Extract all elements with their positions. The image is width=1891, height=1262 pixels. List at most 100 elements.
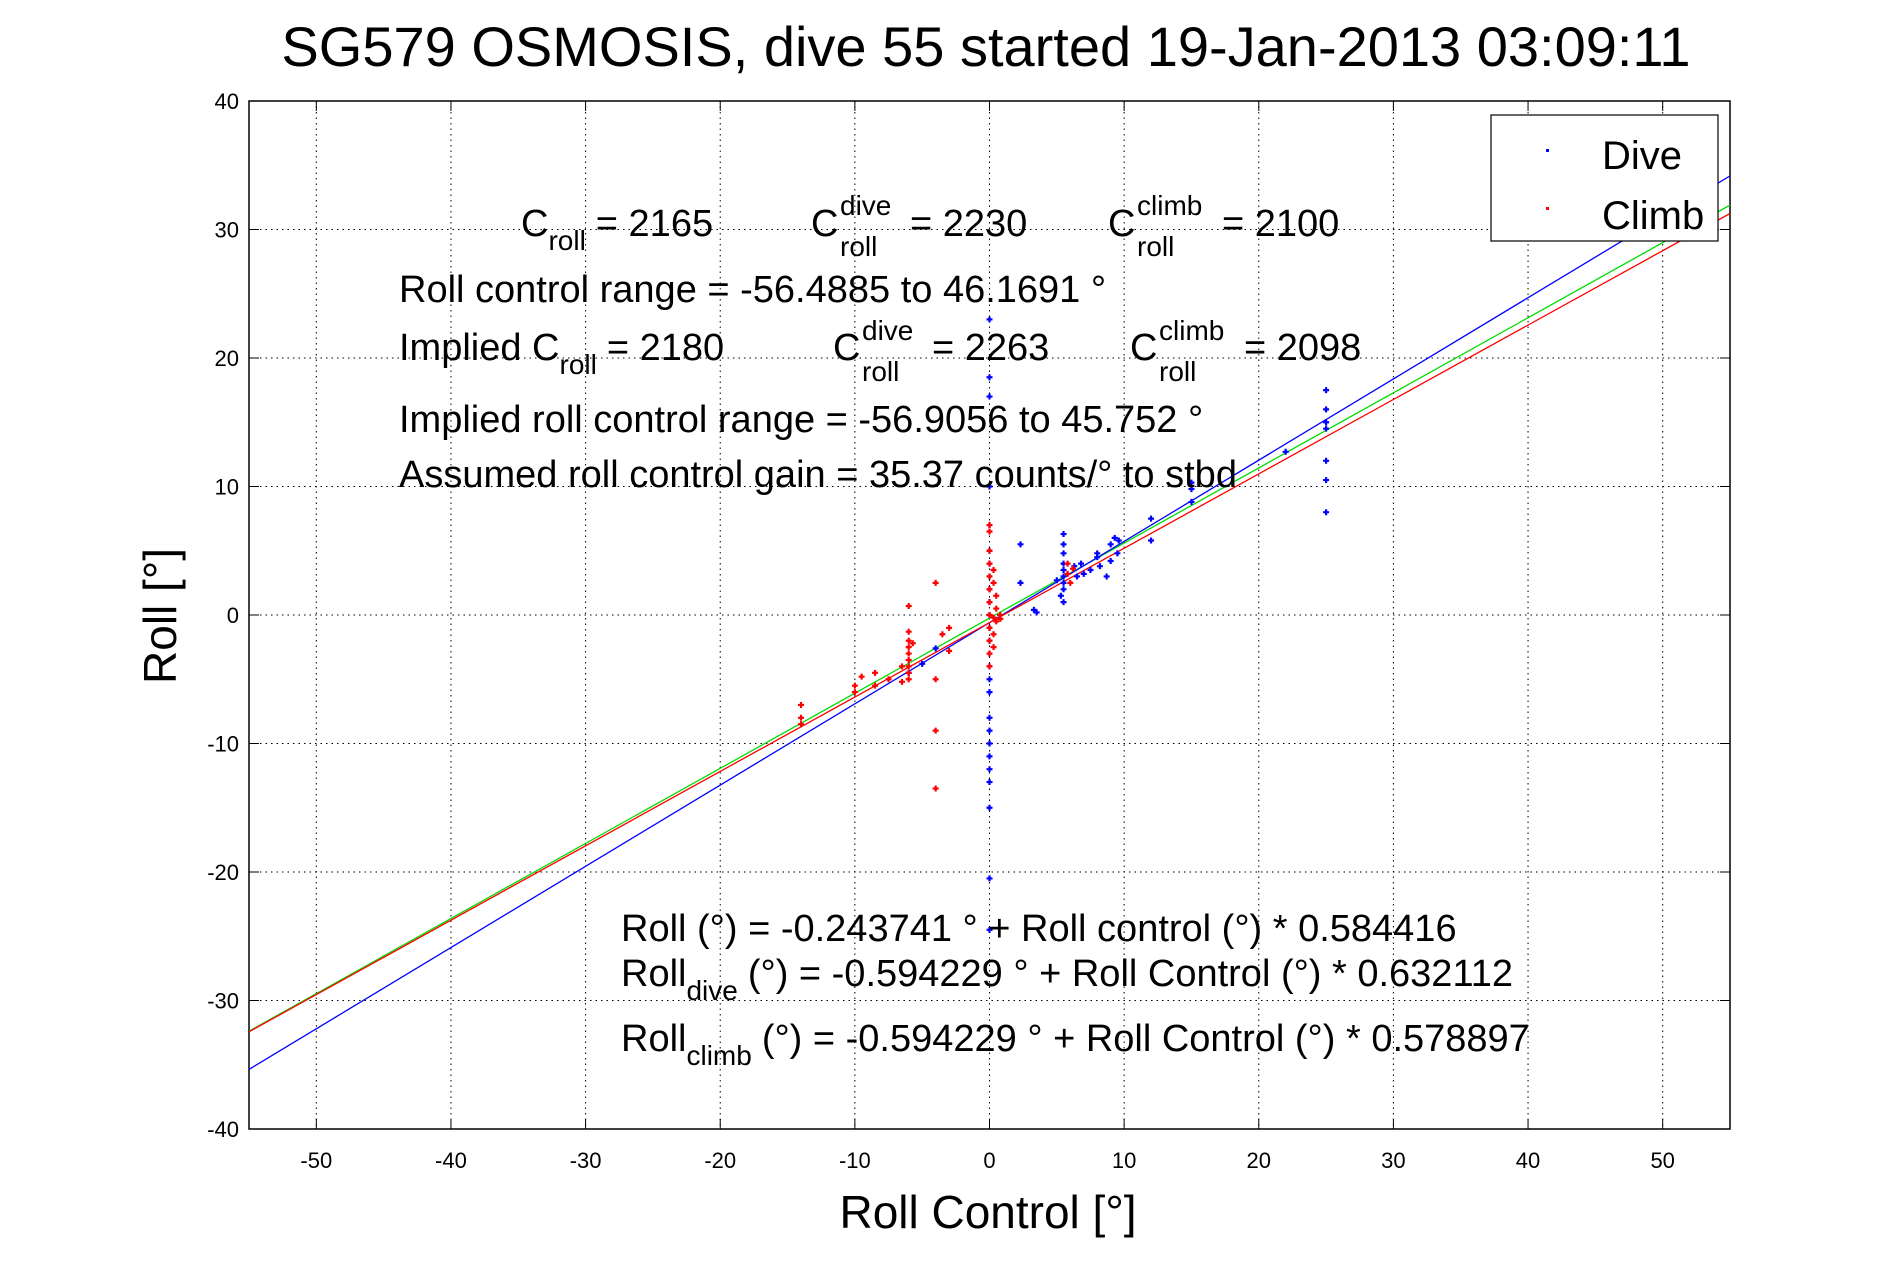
data-point-dive <box>1323 477 1330 484</box>
y-tick-label: 0 <box>227 603 239 628</box>
annotation-range: Roll control range = -56.4885 to 46.1691… <box>399 269 1106 311</box>
grid <box>249 100 1730 1130</box>
data-point-dive <box>1080 570 1087 577</box>
data-point-dive <box>986 926 993 933</box>
data-point-dive <box>1103 573 1110 580</box>
data-point-climb <box>993 592 1000 599</box>
data-point-climb <box>905 669 912 676</box>
annotation-gain: Assumed roll control gain = 35.37 counts… <box>399 454 1237 496</box>
data-point-dive <box>986 875 993 882</box>
data-point-dive <box>1060 550 1067 557</box>
data-point-dive <box>986 676 993 683</box>
data-point-climb <box>905 676 912 683</box>
data-point-dive <box>1060 599 1067 606</box>
data-point-climb <box>939 631 946 638</box>
data-point-dive <box>1107 558 1114 565</box>
annotation-implied-c-roll-dive: C dive roll = 2263 <box>833 315 1049 387</box>
legend-marker-climb <box>1546 207 1549 210</box>
data-point-climb <box>798 701 805 708</box>
data-point-climb <box>986 522 993 529</box>
y-tick-label: 20 <box>215 346 239 371</box>
data-point-dive <box>1323 406 1330 413</box>
data-point-dive <box>1148 537 1155 544</box>
data-point-dive <box>1078 560 1085 567</box>
data-point-climb <box>858 673 865 680</box>
data-point-climb <box>990 644 997 651</box>
data-point-dive <box>1074 573 1081 580</box>
data-point-climb <box>905 603 912 610</box>
data-point-dive <box>1094 550 1101 557</box>
data-point-dive <box>1115 537 1122 544</box>
data-point-dive <box>986 766 993 773</box>
x-tick-label: 50 <box>1650 1148 1674 1173</box>
data-point-climb <box>909 640 916 647</box>
data-point-dive <box>986 779 993 786</box>
data-point-dive <box>1323 387 1330 394</box>
data-point-dive <box>1323 419 1330 426</box>
x-tick-label: -30 <box>570 1148 602 1173</box>
data-point-climb <box>905 644 912 651</box>
svg-text:climb: climb <box>1137 190 1202 221</box>
data-point-climb <box>905 650 912 657</box>
svg-text:climb: climb <box>1159 315 1224 346</box>
annotation-c-roll-dive: C dive roll = 2230 <box>811 190 1027 262</box>
data-point-climb <box>986 573 993 580</box>
chart-title: SG579 OSMOSIS, dive 55 started 19-Jan-20… <box>281 15 1690 78</box>
data-point-climb <box>1064 560 1071 567</box>
x-tick-label: -40 <box>435 1148 467 1173</box>
data-point-climb <box>905 637 912 644</box>
x-tick-label: 10 <box>1112 1148 1136 1173</box>
data-point-climb <box>990 579 997 586</box>
data-point-dive <box>1323 509 1330 516</box>
data-point-climb <box>986 599 993 606</box>
legend-label-climb: Climb <box>1602 194 1704 238</box>
data-point-dive <box>1107 541 1114 548</box>
svg-text:roll: roll <box>862 356 899 387</box>
data-point-climb <box>990 614 997 621</box>
x-tick-label: -50 <box>300 1148 332 1173</box>
data-point-climb <box>932 785 939 792</box>
data-point-climb <box>1064 570 1071 577</box>
y-tick-label: -30 <box>207 989 239 1014</box>
data-point-dive <box>986 374 993 381</box>
data-point-climb <box>798 714 805 721</box>
data-point-dive <box>919 660 926 667</box>
equation-dive: Rolldive (°) = -0.594229 ° + Roll Control… <box>621 953 1513 1006</box>
fit-line-overall <box>249 204 1730 1032</box>
equation-climb: Rollclimb (°) = -0.594229 ° + Roll Contro… <box>621 1018 1530 1071</box>
data-point-climb <box>905 663 912 670</box>
y-tick-label: -10 <box>207 732 239 757</box>
svg-text:dive: dive <box>840 190 891 221</box>
data-point-dive <box>1111 534 1118 541</box>
data-point-climb <box>885 676 892 683</box>
data-point-dive <box>986 740 993 747</box>
data-point-dive <box>986 393 993 400</box>
data-point-dive <box>1060 579 1067 586</box>
data-point-climb <box>872 682 879 689</box>
data-point-climb <box>932 727 939 734</box>
data-point-dive <box>1053 577 1060 584</box>
data-point-climb <box>986 586 993 593</box>
data-point-dive <box>986 753 993 760</box>
data-point-dive <box>1060 531 1067 538</box>
svg-text:= 2100: = 2100 <box>1222 203 1339 245</box>
annotation-c-roll: Croll = 2165 <box>521 203 713 256</box>
fit-lines <box>249 175 1730 1070</box>
data-point-climb <box>986 624 993 631</box>
data-point-dive <box>1057 592 1064 599</box>
data-point-dive <box>1060 573 1067 580</box>
data-point-dive <box>1323 457 1330 464</box>
data-point-dive <box>1188 498 1195 505</box>
data-point-dive <box>1096 563 1103 570</box>
svg-text:C: C <box>1108 203 1135 245</box>
svg-text:= 2098: = 2098 <box>1244 327 1361 369</box>
data-point-climb <box>993 605 1000 612</box>
x-axis-label: Roll Control [°] <box>839 1186 1136 1238</box>
data-point-climb <box>990 631 997 638</box>
y-tick-label: 40 <box>215 89 239 114</box>
data-point-dive <box>1060 541 1067 548</box>
y-axis-label: Roll [°] <box>134 548 186 684</box>
data-point-dive <box>1323 425 1330 432</box>
data-point-dive <box>1087 567 1094 574</box>
